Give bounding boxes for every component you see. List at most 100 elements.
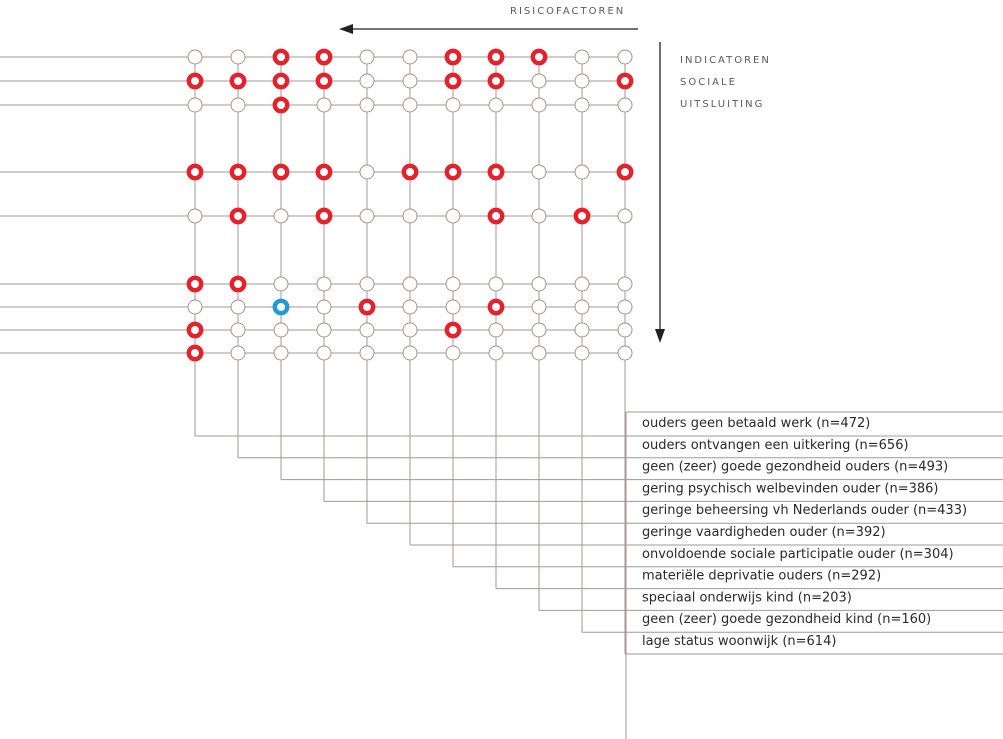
marked-node: [487, 207, 505, 225]
marked-node: [229, 72, 247, 90]
marked-node: [229, 275, 247, 293]
risk-factor-label: materiële deprivatie ouders (n=292): [642, 569, 881, 584]
empty-node: [531, 276, 547, 292]
empty-node: [617, 276, 633, 292]
empty-node: [359, 208, 375, 224]
empty-node: [617, 322, 633, 338]
empty-node: [273, 208, 289, 224]
risk-factor-label: ouders geen betaald werk (n=472): [642, 416, 870, 431]
marked-node: [186, 344, 204, 362]
marked-node: [272, 163, 290, 181]
marked-node: [272, 96, 290, 114]
marked-node: [487, 298, 505, 316]
empty-node: [531, 345, 547, 361]
marked-node: [315, 163, 333, 181]
empty-node: [316, 345, 332, 361]
empty-node: [574, 322, 590, 338]
marked-node: [487, 163, 505, 181]
marked-node: [229, 207, 247, 225]
empty-node: [402, 49, 418, 65]
empty-node: [402, 276, 418, 292]
indicators-arrow-head: [655, 329, 665, 343]
risk-factors-heading: RISICOFACTOREN: [510, 6, 626, 17]
empty-node: [488, 345, 504, 361]
empty-node: [187, 97, 203, 113]
marked-node: [530, 48, 548, 66]
empty-node: [230, 299, 246, 315]
indicators-heading-line-3: UITSLUITING: [680, 99, 765, 110]
empty-node: [359, 73, 375, 89]
empty-node: [402, 73, 418, 89]
empty-node: [316, 299, 332, 315]
risk-factor-label: lage status woonwijk (n=614): [642, 634, 836, 649]
empty-node: [230, 345, 246, 361]
empty-node: [316, 97, 332, 113]
marked-node: [272, 48, 290, 66]
empty-node: [445, 299, 461, 315]
highlighted-node: [272, 298, 290, 316]
empty-node: [445, 97, 461, 113]
risk-factor-label: geringe vaardigheden ouder (n=392): [642, 525, 886, 540]
empty-node: [531, 97, 547, 113]
empty-node: [273, 276, 289, 292]
empty-node: [273, 322, 289, 338]
risk-factor-label: speciaal onderwijs kind (n=203): [642, 590, 852, 605]
marked-node: [487, 72, 505, 90]
risk-factor-label: geen (zeer) goede gezondheid ouders (n=4…: [642, 460, 948, 475]
empty-node: [230, 322, 246, 338]
empty-node: [445, 276, 461, 292]
empty-node: [445, 208, 461, 224]
marked-node: [186, 72, 204, 90]
marked-node: [487, 48, 505, 66]
empty-node: [531, 299, 547, 315]
empty-node: [617, 208, 633, 224]
marked-node: [401, 163, 419, 181]
empty-node: [402, 97, 418, 113]
empty-node: [187, 299, 203, 315]
empty-node: [574, 276, 590, 292]
risk-factor-label: onvoldoende sociale participatie ouder (…: [642, 547, 954, 562]
empty-node: [359, 322, 375, 338]
empty-node: [359, 164, 375, 180]
indicators-heading-line-2: SOCIALE: [680, 77, 737, 88]
empty-node: [359, 345, 375, 361]
marked-node: [616, 163, 634, 181]
risk-factor-label: geringe beheersing vh Nederlands ouder (…: [642, 503, 967, 518]
empty-node: [402, 345, 418, 361]
empty-node: [316, 322, 332, 338]
empty-node: [531, 322, 547, 338]
empty-node: [617, 345, 633, 361]
empty-node: [359, 276, 375, 292]
marked-node: [315, 207, 333, 225]
empty-node: [574, 345, 590, 361]
risk-factors-arrow-head: [339, 24, 353, 34]
empty-node: [574, 164, 590, 180]
marked-node: [616, 72, 634, 90]
empty-node: [187, 208, 203, 224]
empty-node: [488, 276, 504, 292]
risk-factor-label: gering psychisch welbevinden ouder (n=38…: [642, 481, 939, 496]
marked-node: [272, 72, 290, 90]
marked-node: [186, 163, 204, 181]
marked-node: [229, 163, 247, 181]
marked-node: [573, 207, 591, 225]
risk-factor-label: geen (zeer) goede gezondheid kind (n=160…: [642, 612, 931, 627]
empty-node: [531, 73, 547, 89]
indicators-heading-line-1: INDICATOREN: [680, 55, 771, 66]
empty-node: [488, 322, 504, 338]
empty-node: [273, 345, 289, 361]
empty-node: [617, 299, 633, 315]
empty-node: [488, 97, 504, 113]
empty-node: [574, 49, 590, 65]
marked-node: [186, 321, 204, 339]
empty-node: [574, 97, 590, 113]
marked-node: [315, 72, 333, 90]
empty-node: [359, 97, 375, 113]
empty-node: [402, 208, 418, 224]
empty-node: [359, 49, 375, 65]
empty-node: [187, 49, 203, 65]
empty-node: [574, 299, 590, 315]
marked-node: [444, 72, 462, 90]
